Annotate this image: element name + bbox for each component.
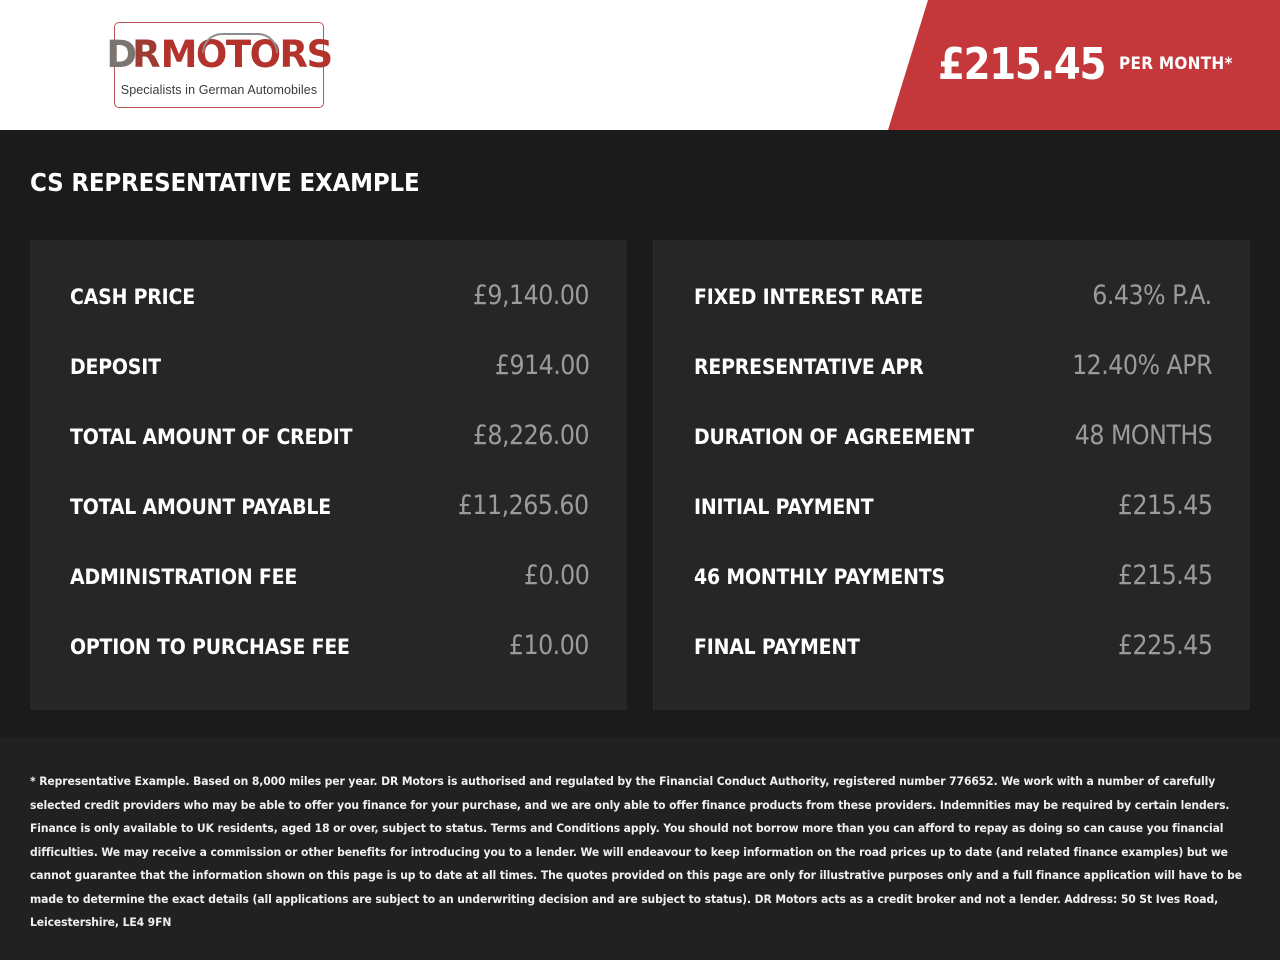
table-row: TOTAL AMOUNT OF CREDIT £8,226.00 xyxy=(70,420,590,490)
row-label: TOTAL AMOUNT PAYABLE xyxy=(70,495,331,519)
row-value: 6.43% P.A. xyxy=(1092,280,1213,311)
monthly-price-suffix: PER MONTH* xyxy=(1118,54,1233,74)
row-label: OPTION TO PURCHASE FEE xyxy=(70,635,350,659)
finance-table-left: CASH PRICE £9,140.00 DEPOSIT £914.00 TOT… xyxy=(30,240,627,710)
row-label: TOTAL AMOUNT OF CREDIT xyxy=(70,425,353,449)
page-title: CS REPRESENTATIVE EXAMPLE xyxy=(30,168,420,197)
row-value: £225.45 xyxy=(1117,630,1212,661)
table-row: INITIAL PAYMENT £215.45 xyxy=(694,490,1213,560)
finance-table-right: FIXED INTEREST RATE 6.43% P.A. REPRESENT… xyxy=(653,240,1250,710)
row-label: FIXED INTEREST RATE xyxy=(694,285,923,309)
logo-letter-d: D xyxy=(106,32,137,76)
monthly-price-amount: £215.45 xyxy=(938,39,1106,90)
dr-motors-logo[interactable]: D R MOTORS Specialists in German Automob… xyxy=(106,22,333,108)
footer-disclaimer-section: * Representative Example. Based on 8,000… xyxy=(0,738,1280,960)
row-label: DEPOSIT xyxy=(70,355,161,379)
row-label: DURATION OF AGREEMENT xyxy=(694,425,974,449)
table-row: DEPOSIT £914.00 xyxy=(70,350,590,420)
table-row: FINAL PAYMENT £225.45 xyxy=(694,630,1213,700)
disclaimer-text: * Representative Example. Based on 8,000… xyxy=(30,774,1242,929)
row-label: FINAL PAYMENT xyxy=(694,635,860,659)
row-value: £215.45 xyxy=(1117,560,1212,591)
row-value: £10.00 xyxy=(509,630,589,661)
row-value: £8,226.00 xyxy=(472,420,590,451)
row-value: £215.45 xyxy=(1117,490,1212,521)
price-banner-content: £215.45 PER MONTH* xyxy=(938,0,1245,130)
row-label: 46 MONTHLY PAYMENTS xyxy=(694,565,945,589)
logo-tagline: Specialists in German Automobiles xyxy=(120,82,318,97)
logo-wordmark: D R MOTORS xyxy=(106,32,333,76)
table-row: REPRESENTATIVE APR 12.40% APR xyxy=(694,350,1213,420)
logo-letter-r: R xyxy=(132,32,160,76)
table-row: OPTION TO PURCHASE FEE £10.00 xyxy=(70,630,590,700)
table-row: FIXED INTEREST RATE 6.43% P.A. xyxy=(694,280,1213,350)
page-header: D R MOTORS Specialists in German Automob… xyxy=(0,0,1280,130)
table-row: DURATION OF AGREEMENT 48 MONTHS xyxy=(694,420,1213,490)
row-label: INITIAL PAYMENT xyxy=(694,495,874,519)
row-value: £9,140.00 xyxy=(472,280,590,311)
row-value: £914.00 xyxy=(494,350,589,381)
row-label: ADMINISTRATION FEE xyxy=(70,565,298,589)
table-row: 46 MONTHLY PAYMENTS £215.45 xyxy=(694,560,1213,630)
row-label: CASH PRICE xyxy=(70,285,195,309)
row-value: 48 MONTHS xyxy=(1074,420,1213,451)
price-banner xyxy=(888,0,1280,130)
row-value: £11,265.60 xyxy=(458,490,589,521)
table-row: CASH PRICE £9,140.00 xyxy=(70,280,590,350)
finance-tables: CASH PRICE £9,140.00 DEPOSIT £914.00 TOT… xyxy=(30,240,1250,710)
row-label: REPRESENTATIVE APR xyxy=(694,355,924,379)
row-value: £0.00 xyxy=(523,560,590,591)
row-value: 12.40% APR xyxy=(1072,350,1212,381)
car-roof-arc-icon xyxy=(202,32,279,53)
table-row: TOTAL AMOUNT PAYABLE £11,265.60 xyxy=(70,490,590,560)
table-row: ADMINISTRATION FEE £0.00 xyxy=(70,560,590,630)
